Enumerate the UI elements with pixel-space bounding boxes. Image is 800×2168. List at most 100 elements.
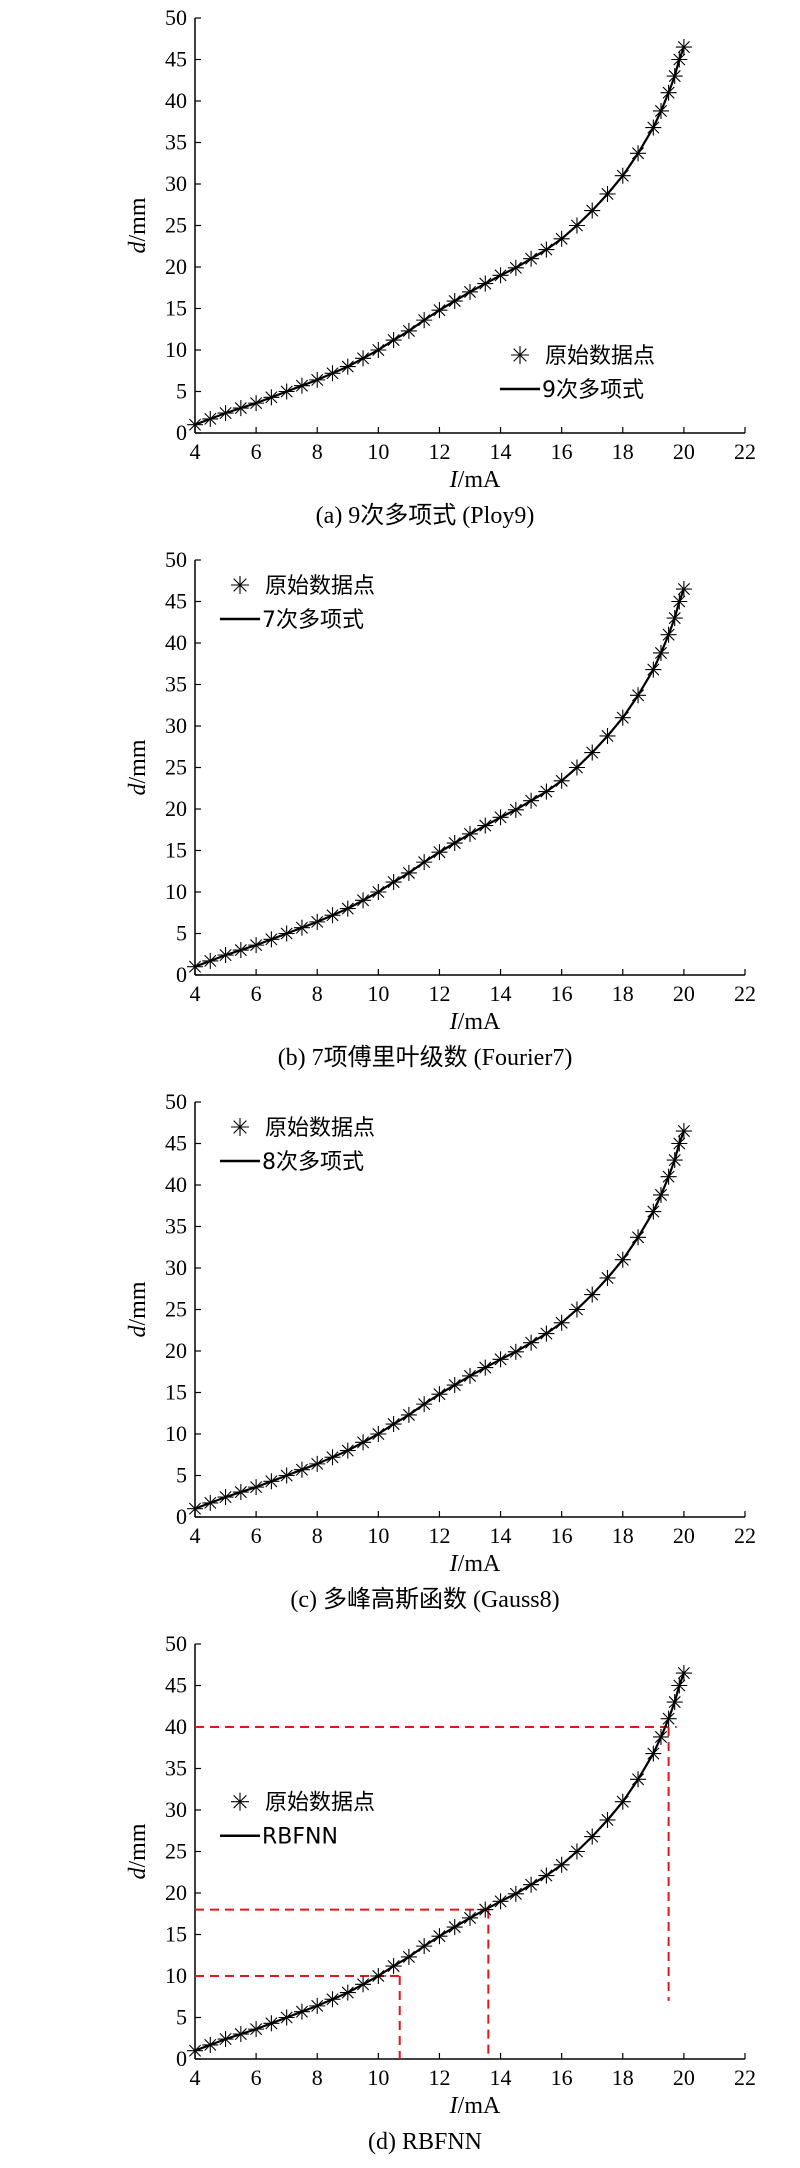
x-tick-label: 22 [734,1523,756,1548]
data-point [416,312,433,329]
data-point [278,2009,295,2026]
x-tick-label: 18 [612,439,634,464]
x-tick-label: 14 [490,1523,512,1548]
data-point [385,1416,402,1433]
y-tick-label: 15 [165,838,187,863]
x-axis-label: I/mA [449,1009,501,1035]
data-point [492,1893,509,1910]
data-point [187,416,203,433]
y-tick-label: 35 [165,1756,187,1781]
data-point [492,809,509,826]
x-tick-label: 6 [251,2065,262,2090]
legend-line-label: 9次多项式 [542,378,644,403]
x-tick-label: 4 [190,981,201,1006]
y-tick-label: 0 [176,420,187,445]
data-point [370,884,387,900]
x-axis-label: I/mA [449,1551,501,1577]
x-tick-label: 10 [367,981,389,1006]
y-tick-label: 10 [165,1421,187,1446]
y-tick-label: 15 [165,1380,187,1405]
x-tick-label: 8 [312,439,323,464]
data-point [339,900,356,917]
x-tick-label: 18 [612,1523,634,1548]
y-tick-label: 35 [165,672,187,697]
data-point [339,1984,356,2001]
x-tick-label: 22 [734,2065,756,2090]
y-axis-label: d/mm [125,197,151,253]
data-point [599,727,616,744]
data-point [400,1948,417,1965]
x-tick-label: 8 [312,981,323,1006]
data-point [248,937,265,954]
data-point [431,1928,448,1945]
figure-caption: (b) 7项傅里叶级数 (Fourier7) [278,1044,573,1071]
y-tick-label: 10 [165,1963,187,1988]
y-tick-label: 25 [165,213,187,238]
data-point [675,581,692,598]
data-point [370,1426,387,1442]
fit-line [194,1130,685,1510]
y-tick-label: 45 [165,1131,187,1156]
data-point [614,1251,631,1268]
legend-marker-label: 原始数据点 [265,574,375,599]
data-point [355,350,372,367]
data-point [523,1876,540,1893]
data-point [217,947,234,964]
data-point [416,1938,433,1955]
data-point [523,792,540,809]
legend-marker-label: 原始数据点 [265,1116,375,1141]
legend-marker-label: 原始数据点 [265,1791,375,1816]
data-point [187,958,203,975]
x-tick-label: 20 [673,1523,695,1548]
legend-marker-icon [231,1792,249,1811]
y-tick-label: 30 [165,713,187,738]
data-point [263,389,280,406]
x-tick-label: 20 [673,981,695,1006]
x-tick-label: 10 [367,1523,389,1548]
data-point [293,377,310,394]
x-tick-label: 14 [490,2065,512,2090]
fit-line [194,588,685,968]
y-tick-label: 40 [165,630,187,655]
data-point [446,293,463,310]
data-point [666,68,683,85]
x-tick-label: 22 [734,981,756,1006]
data-point [293,2003,310,2020]
y-axis-label: d/mm [125,739,151,795]
x-tick-label: 6 [251,981,262,1006]
data-point [446,835,463,852]
data-point [232,1484,249,1501]
data-point [630,1771,647,1788]
y-tick-label: 5 [176,921,187,946]
y-tick-label: 50 [165,1089,187,1114]
chart-svg: 4 6 8 10 12 14 16 18 20 22 0 5 10 15 20 25 30 35 40 45 50 I/m… [125,5,756,529]
data-point [568,217,585,234]
data-point [232,2026,249,2043]
data-point [492,1351,509,1368]
data-point [446,1377,463,1394]
x-tick-label: 4 [190,439,201,464]
data-point [630,687,647,704]
data-point [248,1479,265,1496]
y-tick-label: 0 [176,1504,187,1529]
y-tick-label: 50 [165,1631,187,1656]
data-point [309,371,326,388]
y-tick-label: 40 [165,1172,187,1197]
data-point [462,283,478,300]
x-tick-label: 16 [551,981,573,1006]
data-point [599,185,616,202]
data-point [671,1677,688,1694]
data-point [248,2021,265,2038]
y-tick-label: 5 [176,1463,187,1488]
data-point [263,931,280,948]
x-tick-label: 12 [428,981,450,1006]
data-point [278,1467,295,1484]
data-point [630,1229,647,1246]
chart-panel-b: 4 6 8 10 12 14 16 18 20 22 0 5 10 15 20 25 30 35 40 45 50 I/m… [0,542,800,1084]
data-point [217,405,234,422]
y-tick-label: 45 [165,1673,187,1698]
legend-line-label: 7次多项式 [262,608,364,633]
x-tick-label: 8 [312,1523,323,1548]
y-tick-label: 30 [165,171,187,196]
data-point [660,84,677,101]
